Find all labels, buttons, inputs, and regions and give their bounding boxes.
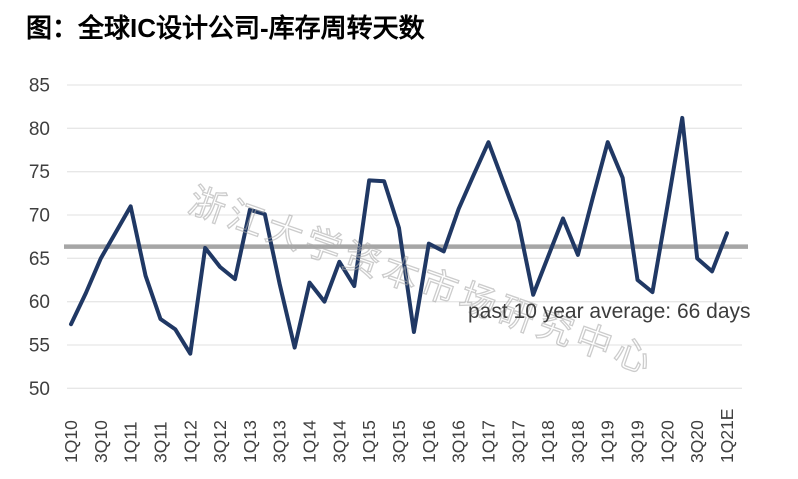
x-axis-tick-label: 1Q19	[598, 420, 618, 463]
inventory-days-line	[69, 115, 729, 356]
x-axis-tick-label: 1Q16	[419, 420, 439, 463]
x-axis-tick-label: 1Q10	[61, 420, 81, 463]
x-axis-tick-label: 3Q13	[270, 420, 290, 463]
x-axis-tick-label: 1Q11	[121, 421, 141, 463]
average-annotation: past 10 year average: 66 days	[468, 300, 751, 323]
y-axis-tick-label: 60	[29, 292, 50, 313]
x-axis-tick-label: 1Q14	[300, 420, 320, 463]
chart-title: 图：全球IC设计公司-库存周转天数	[26, 13, 425, 43]
x-axis-tick-label: 3Q19	[628, 420, 648, 463]
x-axis-tick-label: 1Q17	[478, 420, 498, 463]
x-axis-tick-label: 1Q15	[359, 420, 379, 463]
x-axis-tick-label: 3Q20	[687, 420, 707, 463]
y-axis-tick-label: 50	[29, 379, 50, 400]
x-axis-tick-label: 3Q10	[91, 420, 111, 463]
x-axis-tick-label: 3Q11	[150, 421, 170, 463]
y-axis-tick-label: 55	[29, 336, 50, 357]
x-axis-tick-label: 3Q17	[508, 420, 528, 463]
x-axis-tick-label: 1Q21E	[717, 409, 737, 463]
y-axis-tick-label: 85	[29, 76, 50, 97]
x-axis-tick-label: 3Q18	[568, 420, 588, 463]
x-axis-tick-label: 1Q18	[538, 420, 558, 463]
x-axis-tick-label: 3Q15	[389, 420, 409, 463]
y-axis-tick-label: 80	[29, 119, 50, 140]
x-axis-tick-label: 1Q12	[180, 420, 200, 463]
y-axis-tick-label: 75	[29, 162, 50, 183]
x-axis-tick-label: 1Q20	[657, 420, 677, 463]
y-axis-tick-label: 65	[29, 249, 50, 270]
x-axis-tick-label: 3Q16	[449, 420, 469, 463]
x-axis-tick-label: 3Q14	[329, 420, 349, 463]
x-axis-tick-label: 3Q12	[210, 420, 230, 463]
y-axis-tick-label: 70	[29, 206, 50, 227]
x-axis-tick-label: 1Q13	[240, 420, 260, 463]
